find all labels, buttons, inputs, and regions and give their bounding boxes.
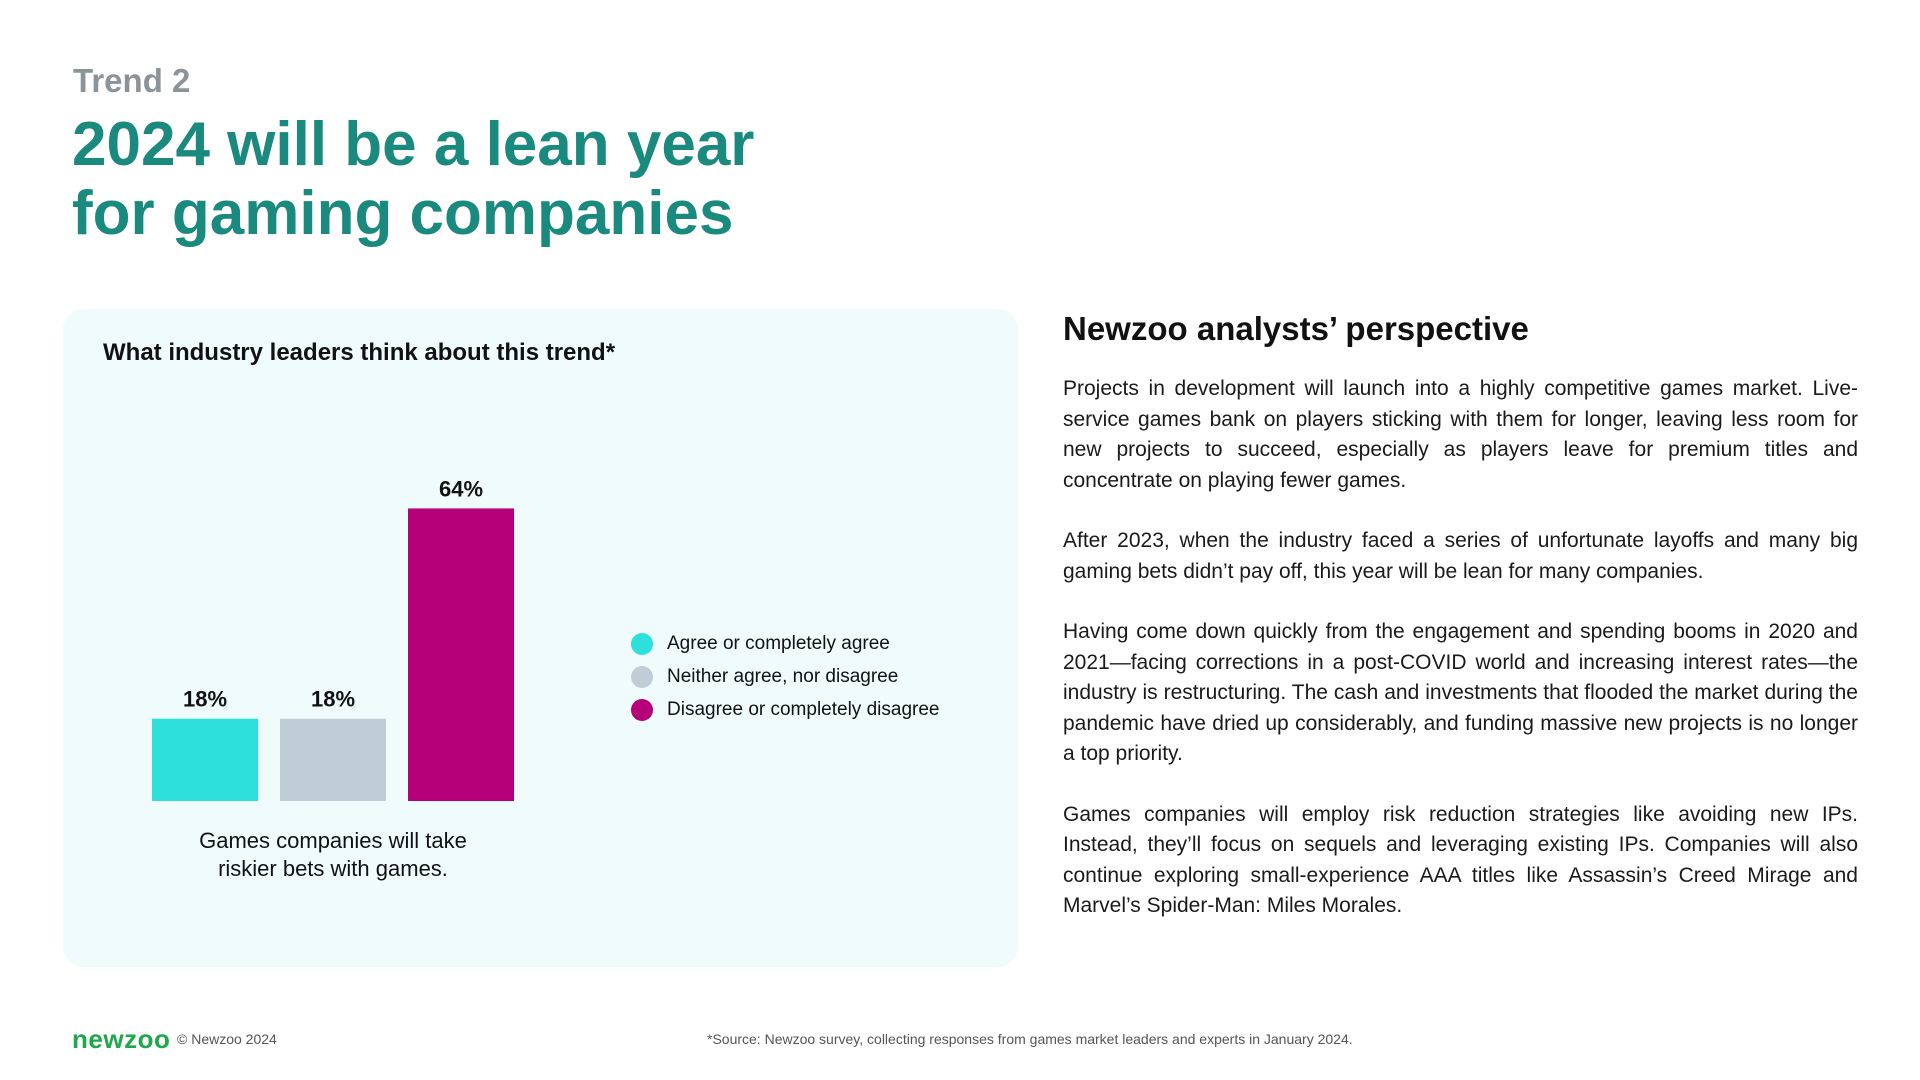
legend-swatch [631,632,653,655]
copyright: © Newzoo 2024 [177,1031,277,1047]
perspective-heading: Newzoo analysts’ perspective [1063,310,1529,347]
bar-value-label: 18% [311,687,355,712]
category-label: Games companies will take [199,828,467,853]
page-title: 2024 will be a lean year for gaming comp… [72,110,972,248]
bar-1 [152,718,258,801]
legend-label: Disagree or completely disagree [667,698,940,720]
legend-swatch [631,698,653,721]
chart-title: What industry leaders think about this t… [103,339,616,366]
bar-chart: 18% 18% 64% Games companies will take riskie… [152,476,514,881]
legend-swatch [631,665,653,688]
perspective-paragraph: Projects in development will launch into… [1063,377,1858,492]
page-title-line-2: for gaming companies [72,179,734,248]
perspective-paragraph: Having come down quickly from the engage… [1063,620,1858,765]
perspective-paragraph: After 2023, when the industry faced a se… [1063,529,1858,583]
chart-legend: Agree or completely agree Neither agree, … [631,627,939,726]
bar-2 [280,718,386,801]
bar-value-label: 64% [439,476,483,501]
perspective-paragraph: Games companies will employ risk reducti… [1063,802,1858,918]
trend-label: Trend 2 [73,62,191,99]
legend-item: Agree or completely agree [631,627,939,660]
category-label: riskier bets with games. [218,856,448,881]
bar-3 [408,508,514,801]
legend-item: Disagree or completely disagree [631,693,939,726]
page-title-line-1: 2024 will be a lean year [72,110,755,179]
bar-value-label: 18% [183,687,227,712]
chart-panel: 18% 18% 64% Games companies will take riskie… [63,309,1018,967]
legend-item: Neither agree, nor disagree [631,660,939,693]
newzoo-logo: newzoo [72,1024,171,1054]
legend-label: Neither agree, nor disagree [667,665,899,687]
analyst-perspective: Newzoo analysts’ perspective Projects in… [1063,310,1858,952]
legend-label: Agree or completely agree [667,632,890,654]
source-note: *Source: Newzoo survey, collecting respo… [707,1031,1353,1047]
